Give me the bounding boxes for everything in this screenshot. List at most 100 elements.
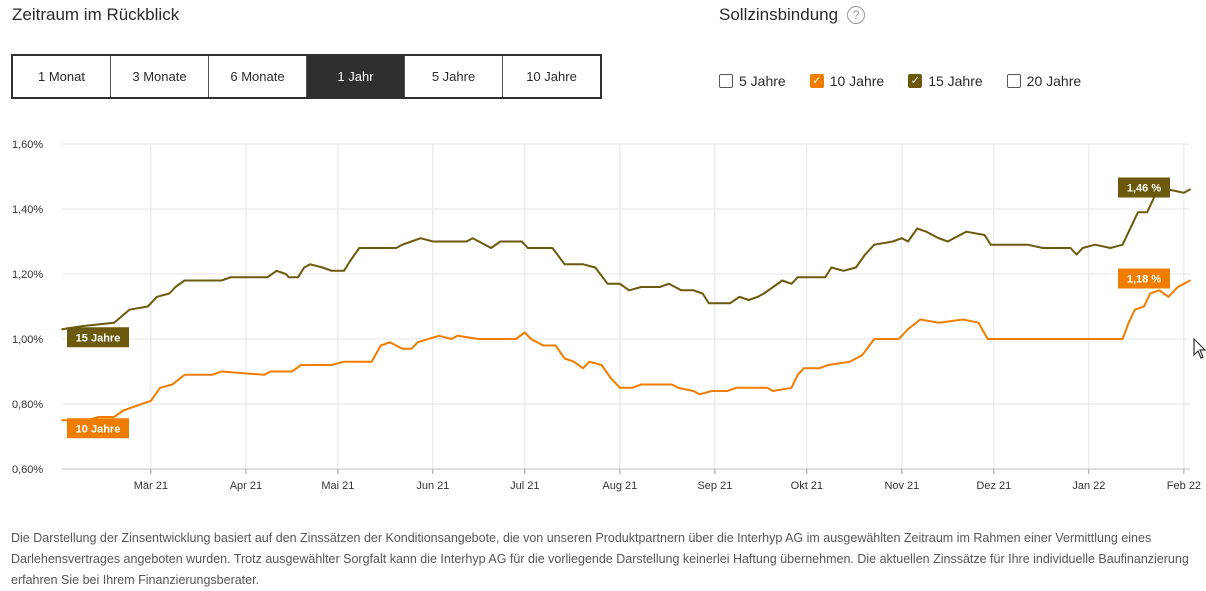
data-point (983, 234, 986, 236)
data-point (989, 243, 992, 246)
data-point (330, 269, 333, 272)
disclaimer-text: Die Darstellung der Zinsentwicklung basi… (11, 531, 1189, 587)
data-point (572, 360, 575, 363)
data-point (790, 282, 793, 285)
data-point (1109, 247, 1112, 249)
checkbox-empty-icon[interactable] (719, 74, 733, 88)
data-point (802, 367, 805, 370)
data-point (499, 240, 502, 243)
checkmark-icon[interactable]: ✓ (809, 74, 824, 88)
data-point (410, 240, 413, 243)
data-point (1109, 338, 1112, 340)
data-point (582, 367, 584, 370)
data-point (370, 360, 373, 363)
data-point (986, 338, 989, 340)
data-point (401, 347, 404, 350)
tab-3-monate[interactable]: 3 Monate (111, 56, 209, 97)
data-point (628, 289, 630, 292)
data-point (174, 286, 177, 288)
tab-6-monate[interactable]: 6 Monate (209, 56, 307, 97)
data-point (900, 237, 903, 240)
data-point (183, 279, 186, 282)
sollzinsbindung-header: Sollzinsbindung ? (719, 5, 866, 25)
data-point (266, 276, 269, 279)
data-point (61, 419, 63, 422)
data-point (977, 321, 980, 324)
data-point (1041, 247, 1044, 249)
data-point (907, 240, 909, 243)
data-point (818, 367, 821, 370)
question-circle-icon[interactable]: ? (847, 6, 866, 24)
data-point (1115, 338, 1118, 340)
data-point (97, 416, 100, 418)
y-tick-label: 0,60% (12, 464, 43, 476)
data-point (401, 243, 404, 246)
series-end-value-label: 1,46 % (1127, 183, 1161, 195)
data-point (738, 295, 741, 298)
data-point (925, 230, 928, 233)
data-point (61, 328, 63, 331)
data-point (303, 266, 306, 269)
data-point (438, 334, 440, 337)
checkbox-empty-icon[interactable] (1006, 74, 1021, 88)
data-point (229, 276, 232, 279)
checkbox-label: 20 Jahre (1026, 73, 1082, 89)
data-point (431, 240, 434, 243)
data-point (618, 282, 621, 285)
data-point (1121, 243, 1124, 246)
data-point (692, 289, 695, 292)
data-point (410, 347, 413, 350)
data-point (640, 286, 643, 288)
checkbox-20-jahre[interactable]: 20 Jahre (1006, 73, 1082, 89)
checkmark-icon[interactable]: ✓ (908, 74, 923, 88)
data-point (726, 390, 729, 392)
tab-5-jahre[interactable]: 5 Jahre (405, 56, 503, 97)
data-point (631, 386, 634, 389)
data-point (113, 416, 116, 418)
sollzins-checkbox-group: 5 Jahre ✓ 10 Jahre ✓ 15 Jahre 20 Jahre (719, 73, 1105, 89)
data-point (796, 276, 799, 279)
checkbox-15-jahre[interactable]: ✓ 15 Jahre (908, 73, 983, 89)
sollzinsbindung-title: Sollzinsbindung (719, 5, 839, 24)
tab-1-monat[interactable]: 1 Monat (13, 56, 111, 97)
data-point (618, 386, 621, 389)
data-point (1136, 211, 1139, 214)
data-point (168, 292, 171, 295)
data-point (1075, 338, 1078, 340)
data-point (450, 338, 453, 340)
data-point (729, 302, 732, 305)
series-start-label: 10 Jahre (76, 423, 121, 435)
data-point (128, 308, 131, 311)
mouse-cursor-icon (1193, 338, 1206, 359)
data-point (395, 247, 398, 249)
data-point (753, 386, 756, 389)
checkbox-10-jahre[interactable]: ✓ 10 Jahre (809, 73, 884, 89)
data-point (1054, 338, 1057, 340)
data-point (594, 266, 597, 269)
data-point (1075, 253, 1078, 256)
checkbox-5-jahre[interactable]: 5 Jahre (719, 73, 786, 89)
data-point (520, 240, 523, 243)
data-point (1176, 286, 1179, 288)
data-point (1091, 338, 1093, 340)
data-point (1167, 295, 1170, 298)
series-end-value-label: 1,18 % (1127, 274, 1161, 286)
data-point (796, 373, 799, 376)
data-point (456, 334, 459, 337)
tab-1-jahr[interactable]: 1 Jahr (307, 56, 405, 97)
data-point (284, 273, 287, 275)
data-point (897, 338, 900, 340)
data-point (275, 269, 278, 272)
tab-10-jahre[interactable]: 10 Jahre (526, 69, 577, 84)
x-tick-label: Jul 21 (510, 480, 539, 492)
data-point (1130, 224, 1133, 227)
data-point (781, 279, 784, 282)
data-point (965, 230, 968, 233)
y-tick-label: 1,00% (12, 334, 43, 346)
data-point (416, 341, 419, 344)
x-tick-label: Jun 21 (416, 480, 449, 492)
data-point (146, 305, 149, 308)
series-start-badge (67, 327, 129, 348)
data-point (747, 299, 750, 301)
data-point (1149, 292, 1152, 295)
